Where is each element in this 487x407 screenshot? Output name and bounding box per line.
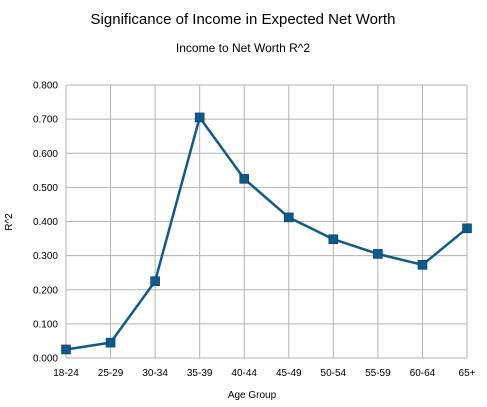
- y-tick-label: 0.800: [33, 81, 58, 92]
- x-tick-label: 45-49: [276, 368, 302, 379]
- x-tick-label: 50-54: [321, 368, 347, 379]
- x-tick-label: 65+: [459, 368, 476, 379]
- data-point: [283, 212, 294, 223]
- series-line: [65, 116, 468, 351]
- x-tick-label: 18-24: [53, 368, 79, 379]
- x-tick-label: 30-34: [142, 368, 168, 379]
- chart-title: Significance of Income in Expected Net W…: [91, 11, 396, 28]
- tick-labels: 0.000 0.100 0.200 0.300 0.400 0.500 0.600 0.700…: [33, 81, 476, 380]
- data-point: [373, 249, 383, 259]
- x-tick-label: 60-64: [410, 368, 436, 379]
- data-point: [194, 112, 205, 123]
- x-tick-label: 40-44: [231, 368, 257, 379]
- x-tick-label: 55-59: [365, 368, 391, 379]
- y-tick-label: 0.400: [33, 217, 58, 228]
- y-tick-label: 0.200: [33, 285, 58, 296]
- y-tick-label: 0.100: [33, 319, 58, 330]
- chart-subtitle: Income to Net Worth R^2: [176, 41, 310, 55]
- series-layer: [61, 112, 472, 355]
- data-point: [462, 223, 472, 234]
- x-axis-label: Age Group: [228, 390, 277, 401]
- y-tick-label: 0.700: [33, 115, 58, 126]
- data-point: [61, 344, 71, 355]
- y-tick-label: 0.000: [33, 354, 58, 365]
- data-point: [150, 276, 160, 287]
- data-point: [328, 234, 339, 245]
- y-tick-label: 0.500: [33, 183, 58, 194]
- data-point: [417, 260, 428, 270]
- y-axis-label: R^2: [4, 213, 15, 231]
- grid-layer: [65, 84, 468, 359]
- y-tick-label: 0.300: [33, 251, 58, 262]
- axis-layer: [65, 85, 467, 359]
- x-tick-label: 25-29: [98, 368, 124, 379]
- data-point: [239, 174, 250, 184]
- y-tick-label: 0.600: [33, 149, 58, 160]
- data-point: [105, 337, 116, 348]
- x-tick-label: 35-39: [187, 368, 213, 379]
